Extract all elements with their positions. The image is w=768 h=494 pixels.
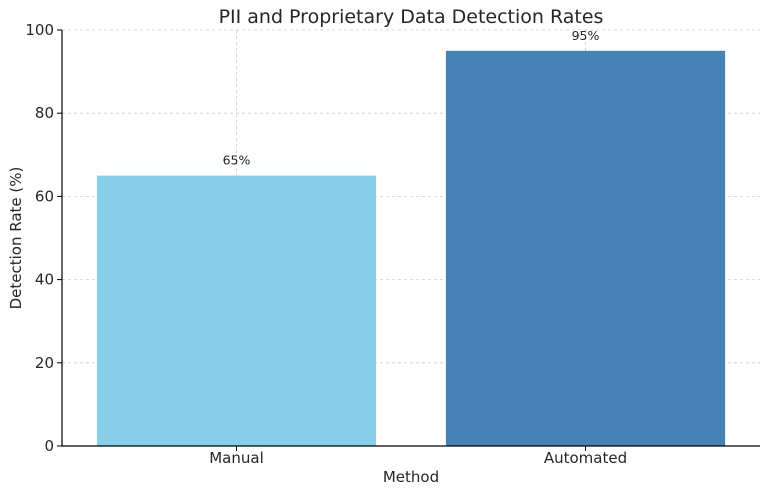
chart-title: PII and Proprietary Data Detection Rates [219,6,604,28]
labels-layer: 0 20 40 60 80 100 Manual 65% Automated 95% [25,21,627,467]
bar-manual [96,175,377,446]
data-label: 65% [223,153,251,168]
y-tick-label: 20 [35,354,54,372]
x-axis-label: Method [383,468,439,486]
axes-layer [57,29,760,451]
y-tick-label: 40 [35,271,54,289]
bars-layer [96,50,726,447]
data-label: 95% [572,28,600,43]
y-tick-label: 80 [35,104,54,122]
x-tick-label: Automated [544,449,627,467]
y-axis-label: Detection Rate (%) [7,167,25,310]
y-tick-label: 60 [35,187,54,205]
y-tick-label: 100 [25,21,54,39]
bar-automated [445,50,726,447]
x-tick-label: Manual [209,449,264,467]
y-tick-label: 0 [44,437,54,455]
